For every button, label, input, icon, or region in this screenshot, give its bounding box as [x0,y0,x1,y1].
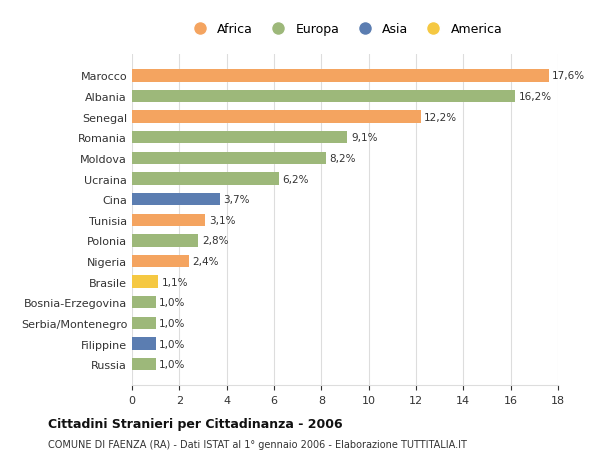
Text: 6,2%: 6,2% [282,174,309,184]
Bar [132,194,220,206]
Text: 1,0%: 1,0% [159,339,185,349]
Text: 17,6%: 17,6% [552,71,585,81]
Bar [132,255,189,268]
Bar [132,70,548,83]
Text: 12,2%: 12,2% [424,112,457,123]
Bar [132,214,205,226]
Text: 1,0%: 1,0% [159,318,185,328]
Text: 1,0%: 1,0% [159,297,185,308]
Bar [132,317,155,330]
Legend: Africa, Europa, Asia, America: Africa, Europa, Asia, America [182,18,508,41]
Text: 2,4%: 2,4% [193,257,219,267]
Text: 3,1%: 3,1% [209,215,235,225]
Bar [132,297,155,309]
Text: 3,7%: 3,7% [223,195,250,205]
Text: 2,8%: 2,8% [202,236,229,246]
Text: 9,1%: 9,1% [351,133,377,143]
Bar [132,358,155,370]
Bar [132,132,347,144]
Bar [132,152,326,165]
Bar [132,338,155,350]
Text: 1,0%: 1,0% [159,359,185,369]
Text: 16,2%: 16,2% [519,92,552,102]
Bar [132,173,279,185]
Text: Cittadini Stranieri per Cittadinanza - 2006: Cittadini Stranieri per Cittadinanza - 2… [48,417,343,430]
Bar [132,235,198,247]
Text: COMUNE DI FAENZA (RA) - Dati ISTAT al 1° gennaio 2006 - Elaborazione TUTTITALIA.: COMUNE DI FAENZA (RA) - Dati ISTAT al 1°… [48,440,467,449]
Text: 1,1%: 1,1% [161,277,188,287]
Bar [132,111,421,123]
Bar [132,276,158,288]
Bar [132,91,515,103]
Text: 8,2%: 8,2% [329,154,356,163]
